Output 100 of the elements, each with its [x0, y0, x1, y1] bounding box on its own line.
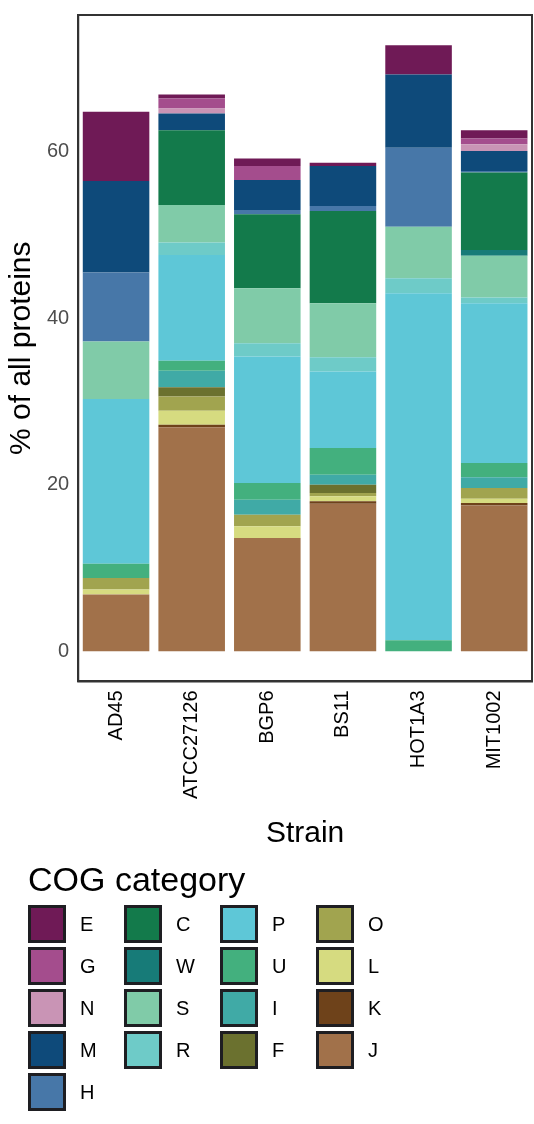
bar [234, 214, 301, 289]
x-tick-label: MIT1002 [481, 690, 504, 770]
bar [460, 250, 528, 256]
bar [460, 138, 528, 145]
legend-label: O [368, 912, 385, 936]
bar [234, 356, 301, 484]
bar [158, 98, 225, 109]
bar [158, 427, 225, 652]
legend-label: K [368, 996, 383, 1020]
bar [309, 210, 377, 304]
legend-title: COG category [28, 860, 247, 899]
bar [309, 371, 377, 449]
legend-label: U [272, 954, 288, 978]
bar [234, 288, 301, 344]
bar [82, 563, 150, 578]
bar [460, 150, 528, 171]
bar [82, 398, 150, 564]
bar [460, 303, 528, 464]
bar [82, 594, 150, 652]
y-tick-label: 60 [47, 139, 70, 162]
bar [234, 180, 301, 211]
bar [234, 526, 301, 538]
bar [158, 360, 225, 371]
bar [158, 113, 225, 131]
bar [82, 180, 150, 273]
x-tick-label: BS11 [330, 690, 353, 738]
bar [234, 158, 301, 166]
bar [460, 130, 528, 139]
bar [234, 483, 301, 500]
bar [234, 537, 301, 652]
bar [82, 589, 150, 595]
bar [158, 94, 225, 99]
bar [309, 496, 377, 502]
bar [460, 498, 528, 503]
legend-label: W [176, 954, 196, 978]
bar [158, 396, 225, 411]
bar [309, 165, 377, 206]
bar [158, 387, 225, 397]
x-tick-label: BGP6 [254, 690, 277, 744]
bar [460, 172, 528, 251]
bar [158, 205, 225, 243]
legend-label: C [176, 912, 192, 936]
legend-label: G [80, 954, 97, 978]
bar [82, 341, 150, 399]
bar [385, 278, 452, 294]
bar [82, 577, 150, 590]
bar [460, 297, 528, 304]
legend-label: F [272, 1038, 286, 1062]
bar [234, 499, 301, 515]
bar [309, 303, 377, 358]
bar [309, 474, 377, 485]
bar [460, 255, 528, 298]
bar [385, 640, 452, 652]
bar [309, 448, 377, 475]
bar [309, 501, 377, 504]
x-tick-label: AD45 [103, 690, 126, 741]
bar [82, 272, 150, 342]
y-tick-label: 20 [47, 472, 70, 495]
y-tick-label: 40 [47, 305, 70, 328]
legend-label: S [176, 996, 191, 1020]
bar [460, 144, 528, 151]
bar [158, 130, 225, 206]
legend-label: P [272, 912, 287, 936]
y-tick-label: 0 [58, 638, 70, 661]
bar [309, 503, 377, 652]
x-axis-title: Strain [265, 815, 345, 849]
bar [460, 505, 528, 652]
bar [234, 165, 301, 181]
bar [158, 255, 225, 361]
bar [309, 357, 377, 372]
bar [460, 488, 528, 499]
bar [385, 74, 452, 148]
bar [82, 111, 150, 181]
bar [234, 514, 301, 527]
legend-label: I [272, 996, 279, 1020]
x-tick-label: HOT1A3 [406, 690, 429, 769]
bar [385, 293, 452, 641]
bar [309, 484, 377, 494]
bar [158, 242, 225, 256]
bar [309, 493, 377, 497]
legend-label: E [80, 912, 95, 936]
legend-label: L [368, 954, 381, 978]
bar [234, 210, 301, 215]
bar [385, 226, 452, 279]
bar [460, 463, 528, 478]
bar [460, 477, 528, 489]
y-axis-title: % of all proteins [3, 241, 37, 455]
bar [385, 45, 452, 75]
bar [158, 410, 225, 425]
legend-label: M [80, 1038, 98, 1062]
bar [158, 108, 225, 114]
legend-label: R [176, 1038, 192, 1062]
bar [385, 147, 452, 227]
bar [158, 370, 225, 388]
legend-label: J [368, 1038, 379, 1062]
bar [309, 205, 377, 211]
legend-label: N [80, 996, 96, 1020]
bar [234, 343, 301, 357]
x-tick-label: ATCC27126 [179, 690, 202, 799]
legend-label: H [80, 1080, 96, 1104]
